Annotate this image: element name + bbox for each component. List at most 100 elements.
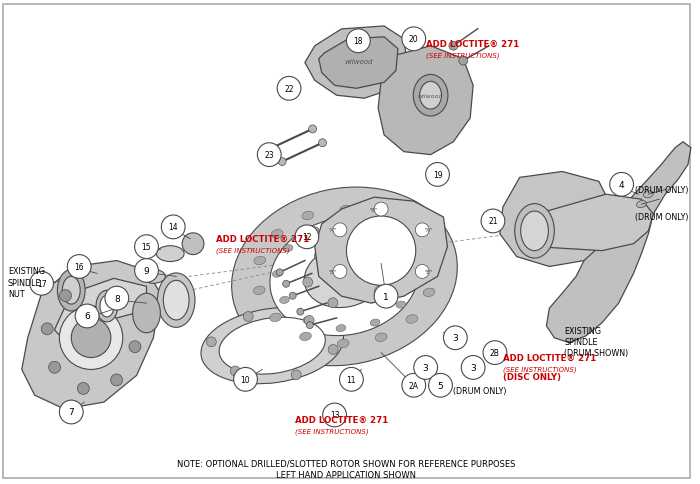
Ellipse shape	[57, 270, 85, 311]
Ellipse shape	[100, 296, 114, 318]
Ellipse shape	[297, 309, 304, 316]
Circle shape	[234, 368, 258, 392]
Ellipse shape	[376, 230, 386, 237]
Ellipse shape	[521, 212, 548, 251]
Ellipse shape	[636, 201, 646, 208]
Ellipse shape	[96, 290, 118, 322]
Circle shape	[333, 224, 347, 237]
Text: ADD LOCTITE® 271: ADD LOCTITE® 271	[426, 40, 519, 49]
Text: 18: 18	[354, 37, 363, 46]
Ellipse shape	[396, 302, 406, 308]
Ellipse shape	[272, 271, 282, 278]
Ellipse shape	[219, 318, 326, 374]
Circle shape	[365, 292, 374, 302]
Circle shape	[323, 403, 346, 427]
Text: NOTE: OPTIONAL DRILLED/SLOTTED ROTOR SHOWN FOR REFERENCE PURPOSES: NOTE: OPTIONAL DRILLED/SLOTTED ROTOR SHO…	[177, 458, 516, 468]
Text: wilwood: wilwood	[418, 93, 443, 99]
Text: (DISC ONLY): (DISC ONLY)	[503, 373, 561, 381]
Text: 5: 5	[438, 381, 443, 390]
Text: "A": "A"	[383, 290, 391, 295]
Text: 13: 13	[330, 410, 340, 420]
Ellipse shape	[156, 246, 184, 262]
Text: 22: 22	[284, 85, 294, 93]
Ellipse shape	[253, 287, 265, 295]
Ellipse shape	[400, 250, 410, 257]
Ellipse shape	[407, 276, 416, 283]
Text: "A": "A"	[328, 228, 336, 233]
Text: 6: 6	[84, 312, 90, 321]
Ellipse shape	[303, 317, 313, 324]
Circle shape	[415, 224, 429, 237]
Polygon shape	[318, 38, 398, 89]
Polygon shape	[536, 195, 653, 251]
Ellipse shape	[377, 212, 389, 221]
Text: 4: 4	[619, 181, 624, 189]
Circle shape	[426, 163, 449, 187]
Circle shape	[346, 216, 416, 286]
Ellipse shape	[132, 294, 160, 333]
Text: (SEE INSTRUCTIONS): (SEE INSTRUCTIONS)	[216, 247, 289, 254]
Circle shape	[60, 306, 122, 370]
Ellipse shape	[514, 204, 554, 258]
Ellipse shape	[163, 281, 189, 320]
Text: 9: 9	[144, 266, 149, 275]
Circle shape	[444, 326, 467, 350]
Ellipse shape	[643, 191, 653, 198]
Text: wilwood: wilwood	[344, 59, 372, 64]
Ellipse shape	[158, 273, 195, 328]
Text: 15: 15	[141, 242, 151, 252]
Circle shape	[374, 203, 388, 216]
Ellipse shape	[232, 188, 457, 366]
Text: (SEE INSTRUCTIONS): (SEE INSTRUCTIONS)	[295, 428, 369, 435]
Polygon shape	[547, 142, 691, 343]
Text: 21: 21	[488, 217, 498, 226]
Circle shape	[29, 272, 53, 296]
Ellipse shape	[276, 269, 284, 276]
Text: 16: 16	[74, 262, 84, 272]
Text: 3: 3	[470, 363, 476, 372]
Circle shape	[302, 278, 313, 287]
Circle shape	[610, 173, 634, 197]
Ellipse shape	[343, 222, 353, 228]
Text: (SEE INSTRUCTIONS): (SEE INSTRUCTIONS)	[503, 366, 577, 372]
Ellipse shape	[424, 258, 435, 267]
Circle shape	[161, 215, 185, 239]
Text: 14: 14	[169, 223, 178, 232]
Ellipse shape	[141, 270, 165, 284]
Ellipse shape	[272, 230, 283, 239]
Text: 2B: 2B	[490, 348, 500, 357]
Circle shape	[374, 286, 388, 300]
Circle shape	[129, 341, 141, 353]
Ellipse shape	[62, 277, 80, 304]
Text: 23: 23	[265, 151, 274, 160]
Text: ADD LOCTITE® 271: ADD LOCTITE® 271	[216, 234, 309, 243]
Circle shape	[41, 323, 53, 335]
Polygon shape	[500, 172, 612, 267]
Text: (DRUM ONLY): (DRUM ONLY)	[636, 185, 689, 195]
Ellipse shape	[254, 257, 266, 265]
Text: "B": "B"	[369, 207, 377, 212]
Circle shape	[483, 341, 507, 365]
Ellipse shape	[449, 42, 458, 51]
Ellipse shape	[337, 339, 349, 348]
Circle shape	[328, 298, 338, 308]
Text: "B": "B"	[424, 270, 432, 274]
Ellipse shape	[309, 227, 318, 234]
Text: EXISTING
SPINDLE
NUT: EXISTING SPINDLE NUT	[8, 267, 45, 298]
Circle shape	[75, 304, 99, 328]
Ellipse shape	[279, 297, 289, 304]
Ellipse shape	[424, 288, 435, 297]
Ellipse shape	[407, 232, 419, 240]
Circle shape	[105, 287, 129, 310]
Text: "B": "B"	[328, 270, 336, 274]
Polygon shape	[378, 46, 473, 155]
Circle shape	[244, 312, 253, 322]
Circle shape	[402, 28, 426, 52]
Circle shape	[351, 245, 361, 256]
Circle shape	[230, 366, 240, 376]
Circle shape	[134, 235, 158, 259]
Text: ADD LOCTITE® 271: ADD LOCTITE® 271	[503, 353, 596, 362]
Circle shape	[346, 30, 370, 54]
Ellipse shape	[340, 206, 351, 214]
Circle shape	[461, 356, 485, 379]
